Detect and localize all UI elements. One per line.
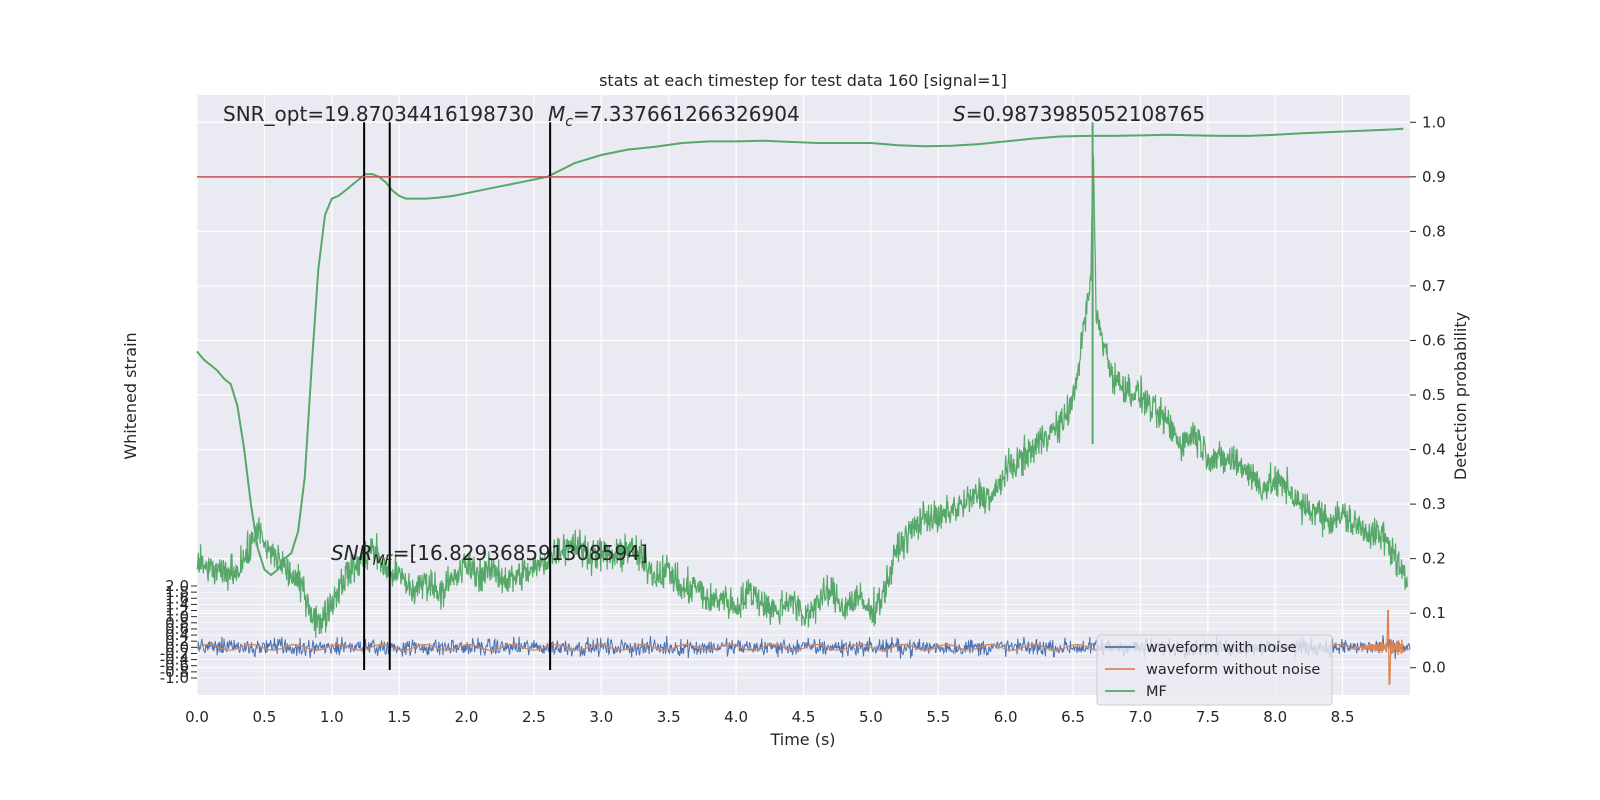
left-tick-label: 0.2	[165, 632, 189, 650]
right-tick-label: 1.0	[1422, 113, 1446, 131]
annotation-snr-mf: SNRMF=[16.829368591308594]	[331, 541, 648, 569]
annotation-mc: Mc=7.337661266326904	[548, 102, 800, 130]
x-tick-label: 0.0	[185, 708, 209, 726]
mf-line	[196, 154, 1408, 638]
right-tick-label: 0.8	[1422, 222, 1446, 240]
annotation-s-value: =0.9873985052108765	[966, 102, 1205, 126]
x-tick-label: 7.0	[1129, 708, 1153, 726]
legend: waveform with noise waveform without noi…	[1096, 634, 1333, 706]
x-tick-label: 6.0	[994, 708, 1018, 726]
legend-label-clean: waveform without noise	[1146, 662, 1320, 678]
left-tick-label: 1.2	[165, 602, 189, 620]
probability-series	[196, 127, 1404, 577]
annotation-mc-value: =7.337661266326904	[573, 102, 800, 126]
x-tick-label: 2.5	[522, 708, 546, 726]
left-axis-label: Whitened strain	[121, 332, 140, 459]
x-tick-label: 1.5	[387, 708, 411, 726]
left-tick-label: 1.6	[165, 589, 189, 607]
annotation-snr-mf-value: =[16.829368591308594]	[393, 541, 648, 565]
left-tick-label: -0.6	[160, 657, 189, 675]
left-tick-label: -0.8	[160, 663, 189, 681]
x-tick-label: 1.0	[320, 708, 344, 726]
left-tick-label: -0.2	[160, 644, 189, 662]
right-tick-label: 0.5	[1422, 386, 1446, 404]
right-tick-label: 0.1	[1422, 604, 1446, 622]
x-tick-label: 0.5	[252, 708, 276, 726]
left-tick-label: 0.0	[165, 638, 189, 656]
left-tick-label: 2.0	[165, 577, 189, 595]
right-tick-label: 0.6	[1422, 331, 1446, 349]
left-tick-label: -1.0	[160, 669, 189, 687]
legend-label-noise: waveform with noise	[1146, 640, 1297, 656]
x-tick-label: 5.0	[859, 708, 883, 726]
chart-title: stats at each timestep for test data 160…	[599, 71, 1007, 90]
x-tick-label: 3.5	[657, 708, 681, 726]
right-tick-label: 0.4	[1422, 441, 1446, 459]
left-tick-label: 0.6	[165, 620, 189, 638]
right-tick-label: 0.9	[1422, 168, 1446, 186]
x-tick-label: 8.0	[1263, 708, 1287, 726]
x-tick-label: 4.5	[792, 708, 816, 726]
x-tick-label: 8.5	[1331, 708, 1355, 726]
left-tick-label: 1.4	[165, 595, 189, 613]
left-tick-label: 0.8	[165, 614, 189, 632]
left-axis-ticks: 2.01.81.61.41.21.00.80.60.40.20.0-0.2-0.…	[160, 577, 197, 687]
x-tick-label: 4.0	[724, 708, 748, 726]
mf-series	[196, 122, 1408, 638]
annotation-s-symbol: S	[953, 102, 966, 126]
left-tick-label: -0.4	[160, 651, 189, 669]
x-tick-label: 6.5	[1061, 708, 1085, 726]
right-tick-label: 0.7	[1422, 277, 1446, 295]
legend-label-mf: MF	[1146, 684, 1167, 700]
right-tick-label: 0.2	[1422, 550, 1446, 568]
x-tick-label: 2.0	[455, 708, 479, 726]
detection-probability-line	[196, 127, 1404, 577]
vertical-lines	[363, 122, 552, 670]
right-axis-ticks: 0.0 0.1 0.2 0.3 0.4 0.5 0.6 0.7 0.8 0.9 1.0	[1410, 113, 1446, 677]
right-axis-label: Detection probability	[1451, 312, 1470, 480]
legend-box	[1096, 634, 1333, 706]
x-tick-label: 3.0	[589, 708, 613, 726]
right-tick-label: 0.0	[1422, 659, 1446, 677]
x-tick-label: 5.5	[926, 708, 950, 726]
annotation-snr-mf-sub: MF	[373, 553, 394, 569]
left-tick-label: 1.8	[165, 583, 189, 601]
x-axis-label: Time (s)	[769, 730, 835, 749]
annotation-s: S=0.9873985052108765	[953, 102, 1205, 126]
annotation-snr-opt: SNR_opt=19.87034416198730	[223, 102, 534, 126]
annotation-snr-mf-symbol: SNR	[331, 541, 373, 565]
right-tick-label: 0.3	[1422, 495, 1446, 513]
annotation-mc-sub: c	[565, 114, 573, 130]
annotation-mc-symbol: M	[548, 102, 565, 126]
left-tick-label: 1.0	[165, 608, 189, 626]
x-tick-label: 7.5	[1196, 708, 1220, 726]
x-axis-ticks: 0.0 0.5 1.0 1.5 2.0 2.5 3.0 3.5 4.0 4.5 5.0 5.5 6.0 6…	[185, 708, 1354, 726]
left-tick-label: 0.4	[165, 626, 189, 644]
